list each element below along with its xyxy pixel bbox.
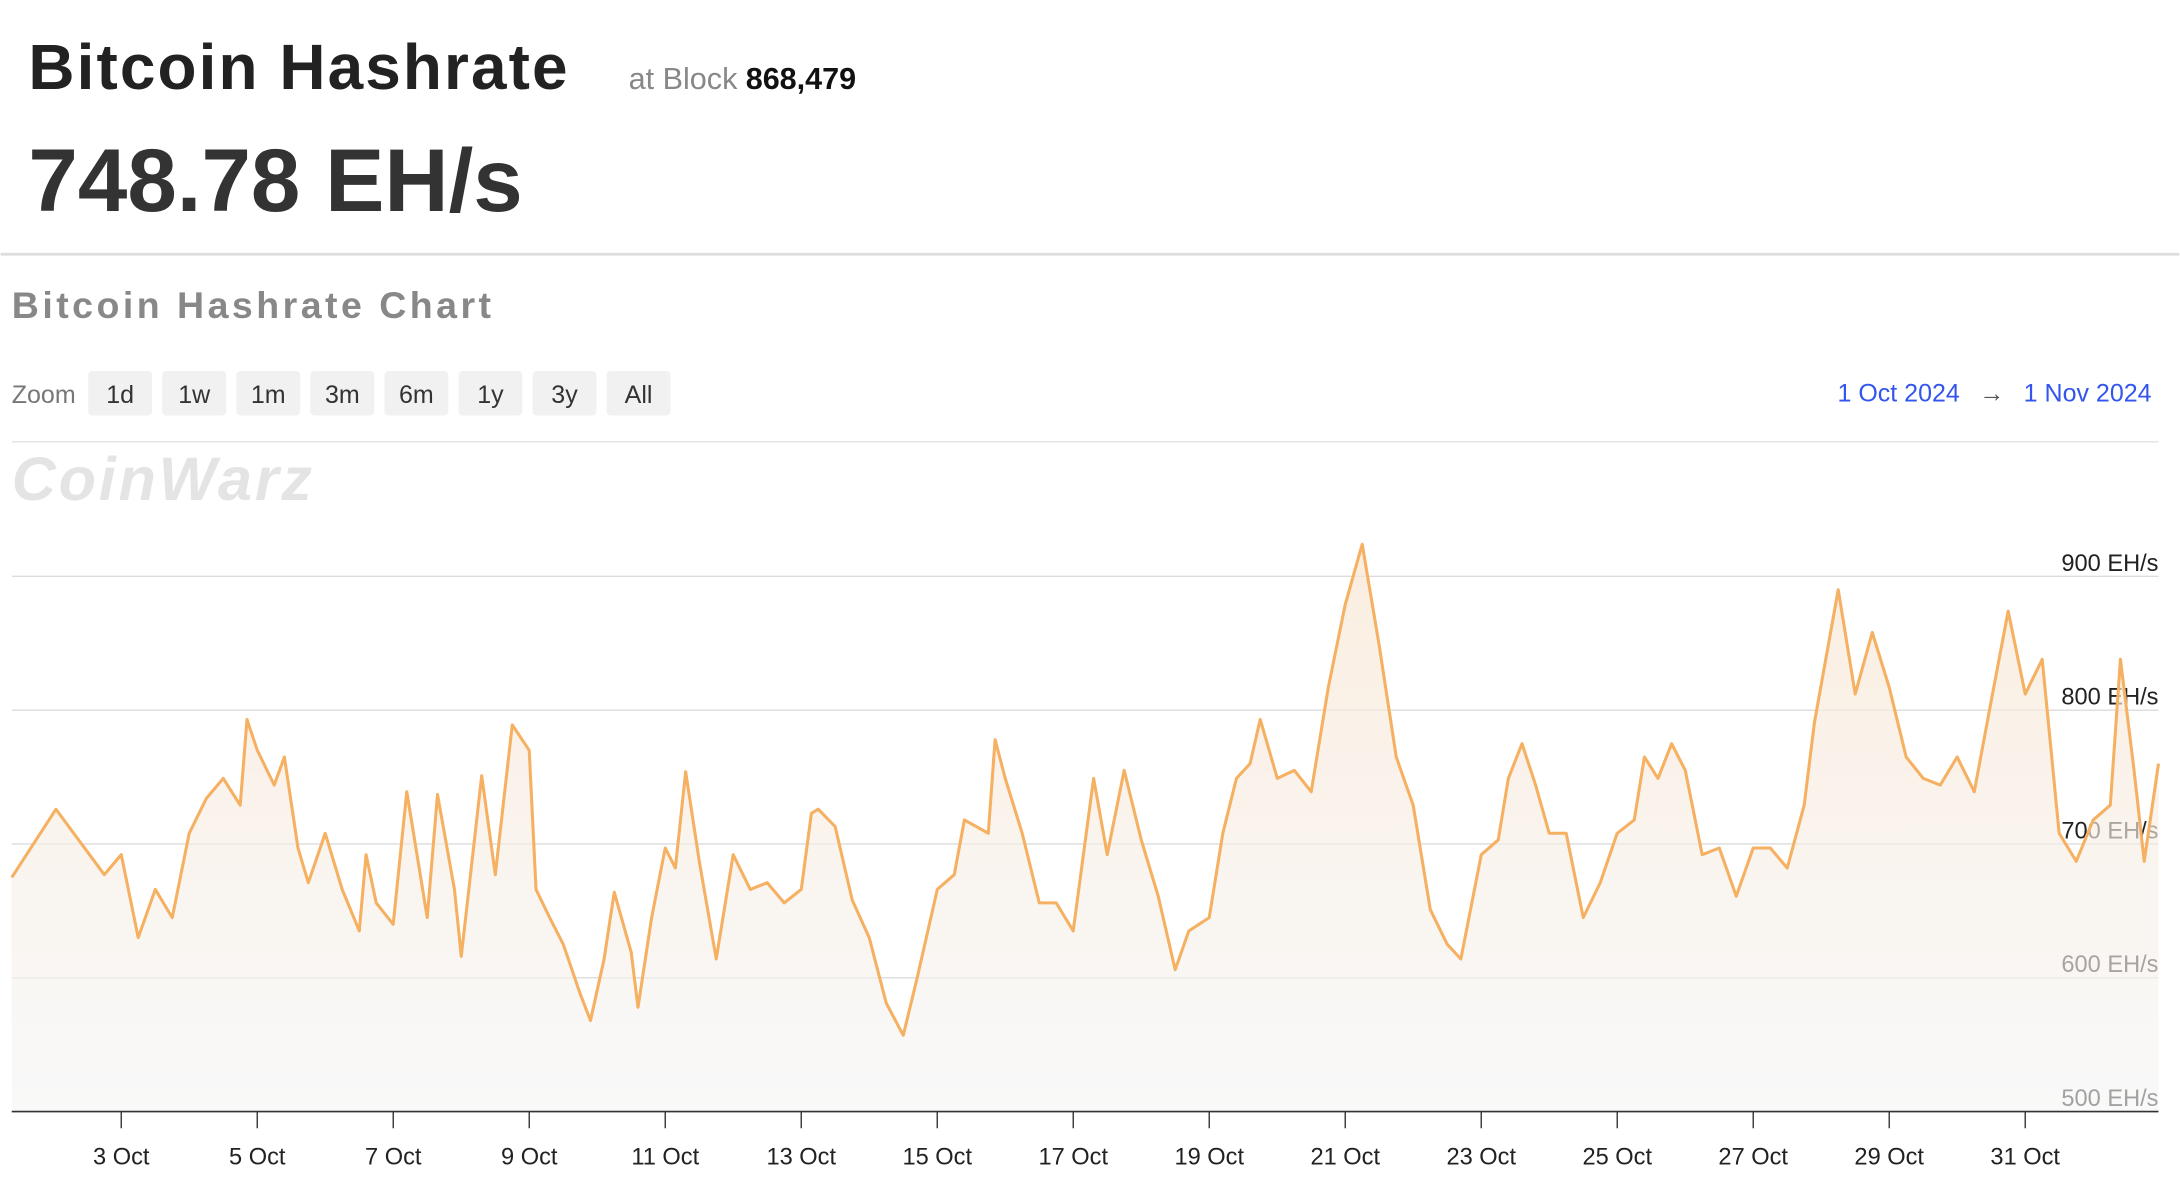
range-start[interactable]: 1 Oct 2024 [1837, 380, 1959, 408]
zoom-button-label[interactable]: 6m [399, 381, 434, 409]
watermark: CoinWarz [12, 445, 315, 513]
x-tick-label: 19 Oct [1174, 1144, 1244, 1170]
x-tick-label: 13 Oct [766, 1144, 836, 1170]
zoom-button[interactable] [606, 370, 671, 416]
zoom-button-label[interactable]: 3y [551, 381, 578, 409]
block-number: 868,479 [746, 62, 856, 96]
hashrate-value: 748.78 EH/s [28, 131, 522, 230]
x-tick-label: 23 Oct [1446, 1144, 1516, 1170]
data-line [10, 542, 2161, 1037]
zoom-label: Zoom [12, 381, 76, 409]
zoom-button[interactable] [162, 370, 227, 416]
x-tick-label: 7 Oct [365, 1144, 422, 1170]
x-tick-label: 11 Oct [631, 1144, 699, 1170]
zoom-button[interactable] [458, 370, 523, 416]
x-tick-label: 21 Oct [1310, 1144, 1380, 1170]
x-tick-label: 29 Oct [1854, 1144, 1924, 1170]
x-tick-label: 25 Oct [1582, 1144, 1652, 1170]
zoom-button[interactable] [384, 370, 449, 416]
y-tick-label: 900 EH/s [2061, 551, 2158, 577]
page-title: Bitcoin Hashrate [28, 31, 569, 103]
x-tick-label: 5 Oct [229, 1144, 286, 1170]
area-fill [11, 544, 2159, 1112]
x-tick-label: 15 Oct [902, 1144, 972, 1170]
zoom-button[interactable] [88, 370, 153, 416]
x-tick-label: 3 Oct [93, 1144, 150, 1170]
x-tick-label: 31 Oct [1990, 1144, 2060, 1170]
zoom-button-label[interactable]: 3m [325, 381, 360, 409]
range-arrow: → [1979, 380, 2004, 408]
zoom-button[interactable] [310, 370, 375, 416]
x-tick-label: 27 Oct [1718, 1144, 1788, 1170]
chart-title: Bitcoin Hashrate Chart [12, 284, 495, 326]
block-label: at Block [629, 62, 738, 96]
x-tick-label: 9 Oct [501, 1144, 558, 1170]
zoom-button-label[interactable]: 1m [251, 381, 286, 409]
zoom-button-label[interactable]: 1y [477, 381, 504, 409]
x-tick-label: 17 Oct [1038, 1144, 1108, 1170]
range-end[interactable]: 1 Nov 2024 [2024, 380, 2152, 408]
zoom-button[interactable] [532, 370, 597, 416]
zoom-button-label[interactable]: All [625, 381, 653, 409]
zoom-button[interactable] [236, 370, 301, 416]
zoom-button-label[interactable]: 1w [178, 381, 211, 409]
y-tick-label: 800 EH/s [2061, 685, 2158, 711]
zoom-button-label[interactable]: 1d [106, 381, 134, 409]
